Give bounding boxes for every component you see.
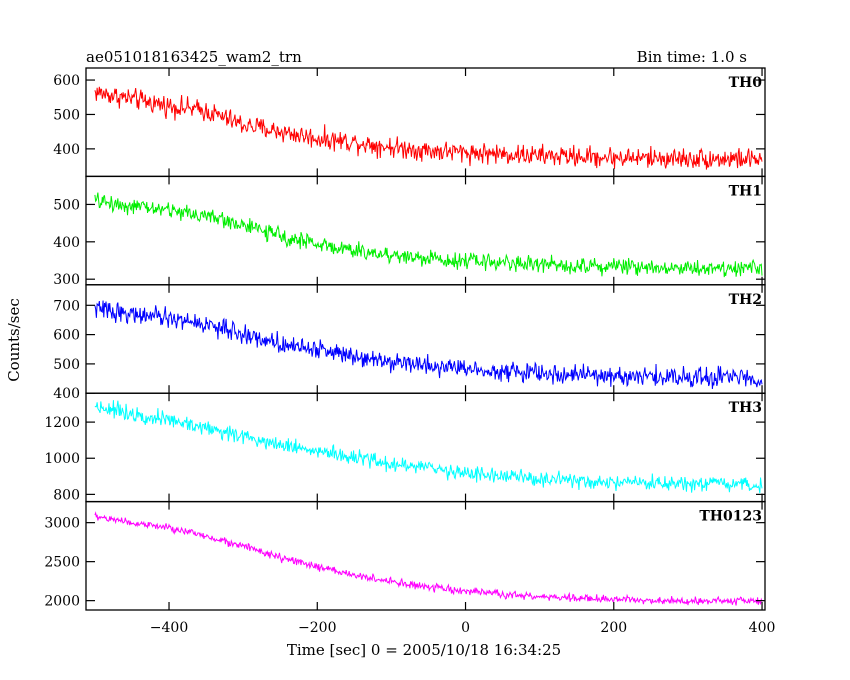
panel-stack: 400 500 600 TH0 300 400 500 TH1 400 500 600 700 TH2 8… (44, 67, 766, 611)
panel-th1: 300 400 500 TH1 (53, 175, 766, 288)
y-tick-label: 600 (53, 328, 80, 344)
y-tick-label: 600 (53, 73, 80, 89)
panel-th3: 800 1000 1200 TH3 (44, 392, 766, 503)
y-tick-label: 2500 (44, 555, 80, 571)
y-tick-label: 800 (53, 487, 80, 503)
panel-frame (85, 500, 766, 611)
panel-label-th0: TH0 (729, 75, 763, 91)
panel-label-th2: TH2 (729, 292, 762, 308)
y-tick-label: 300 (53, 272, 80, 288)
panel-label-th1: TH1 (729, 183, 762, 199)
x-tick-label: −200 (298, 620, 336, 636)
panel-label-th3: TH3 (729, 400, 762, 416)
y-axis-label: Counts/sec (5, 298, 23, 382)
panel-label-th0123: TH0123 (699, 509, 762, 525)
panel-frame (85, 284, 766, 394)
series-line-th0 (94, 86, 763, 170)
series-line-th3 (94, 400, 763, 494)
x-tick-label: 400 (749, 620, 776, 636)
y-tick-label: 1200 (44, 415, 80, 431)
y-tick-label: 500 (53, 107, 80, 123)
series-line-th0123 (94, 511, 763, 606)
chart-title-right: Bin time: 1.0 s (637, 48, 747, 66)
x-tick-label: 200 (600, 620, 627, 636)
y-tick-label: 400 (53, 386, 80, 402)
panel-th0123: 2000 2500 3000 TH0123 (44, 500, 766, 611)
series-line-th2 (94, 300, 763, 390)
y-tick-label: 1000 (44, 451, 80, 467)
panel-th0: 400 500 600 TH0 (53, 67, 766, 178)
y-tick-label: 700 (53, 298, 80, 314)
y-tick-label: 500 (53, 357, 80, 373)
x-tick-label: 0 (461, 620, 470, 636)
y-tick-label: 400 (53, 142, 80, 158)
series-line-th1 (94, 192, 763, 278)
panel-th2: 400 500 600 700 TH2 (53, 284, 766, 402)
chart-title-left: ae051018163425_wam2_trn (86, 48, 302, 66)
y-tick-label: 500 (53, 197, 80, 213)
x-tick-label: −400 (150, 620, 188, 636)
y-tick-label: 400 (53, 235, 80, 251)
y-tick-label: 2000 (44, 594, 80, 610)
y-tick-label: 3000 (44, 516, 80, 532)
x-axis: −400 −200 0 200 400 (150, 620, 776, 636)
x-axis-label: Time [sec] 0 = 2005/10/18 16:34:25 (287, 641, 561, 659)
